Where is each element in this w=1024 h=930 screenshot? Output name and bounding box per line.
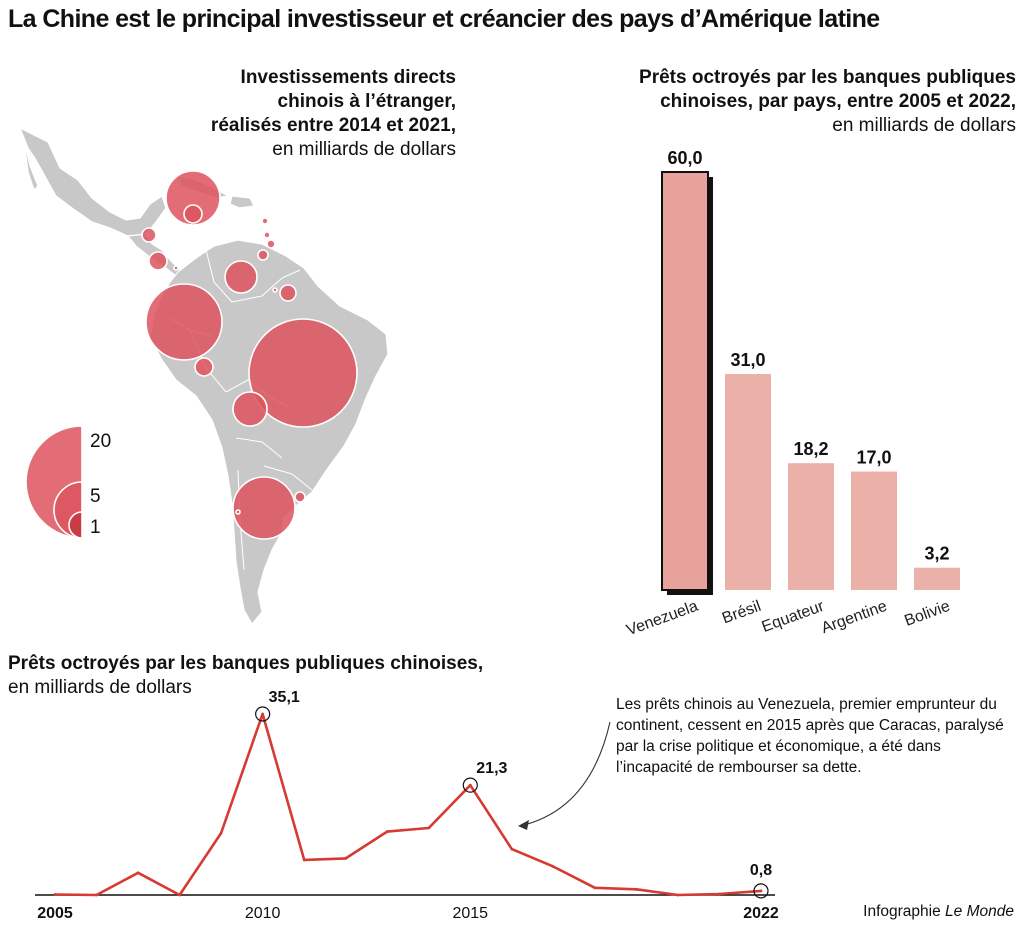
- map-title-unit: en milliards de dollars: [272, 139, 456, 160]
- bar-category-label-2: Equateur: [760, 598, 827, 636]
- bubble-caribbean-2: [263, 231, 271, 239]
- bubble-peru: [145, 283, 223, 361]
- line-point-2008: [178, 893, 181, 897]
- line-point-2007: [136, 871, 140, 875]
- legend-label-5: 5: [90, 486, 101, 507]
- bar-chart-title-line-2: chinoises, par pays, entre 2005 et 2022,: [660, 91, 1016, 112]
- legend-label-20: 20: [90, 431, 111, 452]
- line-point-2009: [219, 831, 223, 835]
- bar-value-label-2: 18,2: [793, 439, 828, 459]
- bubble-costa-rica: [148, 251, 168, 271]
- bubble-caribbean-1: [261, 217, 269, 225]
- point-label-2015: 21,3: [476, 760, 507, 777]
- line-chart: 35,1 21,3 0,8 2005 2010 2015 2022: [35, 689, 779, 922]
- bubble-suriname: [279, 284, 297, 302]
- loans-line: [54, 712, 762, 897]
- line-point-2021: [718, 892, 721, 896]
- line-chart-title-line-1: Prêts octroyés par les banques publiques…: [8, 653, 484, 674]
- x-tick-2015: 2015: [452, 905, 488, 922]
- bar-chart: 60,0 Venezuela 31,0 Brésil 18,2 Equateur 17,0 A…: [624, 148, 960, 640]
- bubble-brazil: [248, 318, 358, 428]
- bar-3: [851, 471, 897, 590]
- size-legend: [25, 425, 83, 539]
- highlight-ring-2015: [462, 777, 478, 793]
- highlight-ring-2010: [255, 706, 271, 722]
- legend-label-1: 1: [90, 517, 101, 538]
- line-point-2006: [95, 893, 98, 897]
- line-point-2019: [635, 887, 638, 891]
- bubble-uruguay: [294, 491, 306, 503]
- bubble-argentina: [232, 476, 296, 540]
- bar-value-label-3: 17,0: [856, 448, 891, 468]
- bubble-caribbean-3: [266, 239, 276, 249]
- x-tick-2005: 2005: [37, 905, 73, 922]
- hispaniola-shape: [229, 195, 255, 209]
- point-label-2010: 35,1: [269, 689, 300, 706]
- line-point-2005: [53, 893, 57, 896]
- bar-2: [788, 463, 834, 590]
- bubble-venezuela: [224, 260, 258, 294]
- credit-source: Le Monde: [945, 903, 1014, 920]
- bar-0: [661, 171, 709, 591]
- bubble-guyana: [272, 287, 278, 293]
- map-title-line-2: chinois à l’étranger,: [277, 91, 456, 112]
- mexico-shape: [19, 127, 167, 237]
- line-point-2010: [261, 712, 265, 716]
- annotation-arrow: [519, 721, 611, 827]
- bar-chart-title-line-1: Prêts octroyés par les banques publiques: [639, 67, 1016, 88]
- bar-1: [725, 374, 771, 590]
- line-point-2022: [759, 889, 763, 893]
- bubble-caribbean-4: [257, 249, 269, 261]
- credit-prefix: Infographie: [863, 903, 946, 920]
- legend-half-circle-1: [68, 511, 83, 539]
- bar-value-label-0: 60,0: [667, 148, 702, 168]
- line-point-2012: [344, 856, 348, 860]
- map-title-line-1: Investissements directs: [240, 67, 456, 88]
- bar-category-label-1: Brésil: [720, 598, 763, 628]
- line-point-2016: [510, 847, 514, 851]
- bar-value-label-1: 31,0: [730, 350, 765, 370]
- credit: Infographie Le Monde: [863, 903, 1014, 921]
- point-label-2022: 0,8: [750, 862, 772, 879]
- bubble-mexico-inner: [183, 204, 203, 224]
- bar-category-label-3: Argentine: [819, 598, 889, 637]
- annotation-arrowhead: [518, 820, 529, 830]
- bubble-ecuador: [194, 357, 214, 377]
- bubble-panama: [141, 227, 157, 243]
- line-point-2015: [468, 783, 472, 787]
- bubble-bolivia: [232, 391, 268, 427]
- bar-value-label-4: 3,2: [924, 544, 949, 564]
- bar-category-label-4: Bolivie: [902, 598, 952, 630]
- map-title-line-3: réalisés entre 2014 et 2021,: [210, 115, 456, 136]
- line-point-2018: [593, 886, 597, 890]
- x-tick-2022: 2022: [743, 905, 779, 922]
- line-point-2014: [427, 826, 431, 830]
- latin-america-map: 20 5 1: [19, 127, 389, 625]
- line-point-2020: [676, 893, 680, 897]
- line-point-2011: [302, 858, 306, 862]
- map-title: Investissements directs chinois à l’étra…: [211, 66, 456, 162]
- bubble-mexico: [165, 170, 221, 226]
- bar-category-label-0: Venezuela: [624, 598, 700, 640]
- line-chart-title-unit: en milliards de dollars: [8, 677, 192, 698]
- bubble-caribbean-5: [173, 265, 179, 271]
- line-point-2017: [551, 865, 555, 869]
- bubble-small-1: [235, 509, 241, 515]
- line-point-2013: [385, 830, 389, 833]
- bar-chart-title-unit: en milliards de dollars: [832, 115, 1016, 136]
- page-title: La Chine est le principal investisseur e…: [8, 5, 880, 33]
- annotation-text: Les prêts chinois au Venezuela, premier …: [616, 696, 1004, 776]
- highlight-ring-2022: [753, 883, 769, 899]
- x-tick-2010: 2010: [245, 905, 281, 922]
- bar-chart-title: Prêts octroyés par les banques publiques…: [639, 66, 1016, 138]
- line-chart-title: Prêts octroyés par les banques publiques…: [8, 652, 483, 700]
- bar-4: [914, 567, 960, 590]
